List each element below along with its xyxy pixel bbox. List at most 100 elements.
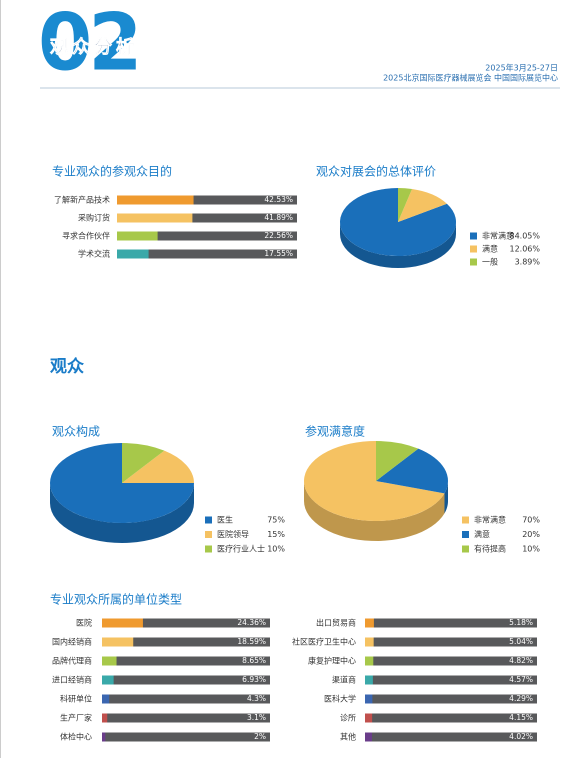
legend-label: 医疗行业人士 [217,544,265,554]
legend-value: 10% [267,545,285,554]
pie-slice [376,441,419,481]
bar-value-label: 18.59% [237,637,266,646]
bar [102,713,108,723]
header-title: 观众分析 [50,36,138,58]
bar [365,732,372,742]
bar-track [365,694,537,704]
legend-label: 一般 [482,257,498,267]
pie-side [444,481,448,514]
legend-value: 3.89% [515,258,541,267]
bar [102,656,117,666]
bar-value-label: 3.1% [247,713,266,722]
bar-track [102,675,270,685]
bar-value-label: 4.3% [247,694,266,703]
bar-track [117,249,297,259]
legend-swatch [470,232,477,240]
bar-label: 国内经销商 [52,637,92,647]
bar-label: 科研单位 [60,694,92,704]
bar-track [102,732,270,742]
header-date: 2025年3月25-27日 [485,63,558,73]
pie-slice [122,450,194,483]
bar-label: 康复护理中心 [308,656,356,666]
bar-value-label: 24.36% [237,618,266,627]
chart-title: 观众构成 [52,424,100,439]
pie-side [50,483,194,543]
chart-title: 专业观众的参观众目的 [52,164,172,179]
legend-value: 75% [267,516,285,525]
bar-label: 诊所 [340,713,356,723]
bar [102,637,134,647]
bar-label: 进口经销商 [52,675,92,685]
bar [102,675,114,685]
bar-track [365,732,537,742]
legend-label: 非常满意 [474,515,506,525]
bar-value-label: 17.55% [264,249,293,258]
legend-swatch [205,531,212,538]
legend-value: 84.05% [509,232,540,241]
header-venue: 2025北京国际医疗器械展览会 中国国际展览中心 [383,73,558,83]
bar [102,694,110,704]
bar-label: 医院 [76,618,92,628]
legend-value: 10% [522,545,540,554]
pie-slice [303,441,445,521]
bar-label: 品牌代理商 [52,656,92,666]
header-number: 02 [38,0,139,88]
bar-value-label: 4.57% [509,675,533,684]
bar-label: 了解新产品技术 [54,195,110,205]
chart-title: 专业观众所属的单位类型 [50,592,182,607]
bar-value-label: 22.56% [264,231,293,240]
bar-value-label: 4.82% [509,656,533,665]
bar-label: 社区医疗卫生中心 [292,637,356,647]
bar [102,732,106,742]
bar-label: 体检中心 [60,732,92,742]
bar-track [117,213,297,223]
bar [365,618,374,628]
legend-label: 非常满意 [482,231,514,241]
legend-swatch [462,545,469,553]
bar-label: 生产厂家 [60,713,92,723]
legend-swatch [205,545,212,553]
legend-label: 医生 [217,515,233,525]
legend-label: 满意 [482,244,498,254]
bar [365,656,374,666]
pie-side [304,481,445,541]
legend-swatch [462,516,469,524]
bar-track [365,656,537,666]
bar-value-label: 5.04% [509,637,533,646]
bar-track [102,656,270,666]
pie-slice [398,189,447,222]
bar [102,618,143,628]
bar-value-label: 4.29% [509,694,533,703]
bar-track [102,713,270,723]
bar-track [102,694,270,704]
bar [365,637,374,647]
bar [117,195,194,205]
bar-value-label: 6.93% [242,675,266,684]
bar [365,713,373,723]
bar-label: 其他 [340,732,356,742]
bar-track [365,675,537,685]
chart-title: 观众对展会的总体评价 [316,164,436,179]
pie-slice [122,443,165,483]
bar [117,231,158,241]
legend-value: 70% [522,516,540,525]
bar-label: 渠道商 [332,675,356,685]
legend-swatch [205,516,212,524]
bar [117,249,149,259]
bar-value-label: 42.53% [264,195,293,204]
legend-swatch [470,245,477,253]
bar-label: 出口贸易商 [316,618,356,628]
legend-label: 医院领导 [217,529,249,539]
chart-title: 参观满意度 [305,424,365,439]
pie-slice [376,448,449,494]
bar-track [117,195,297,205]
bar [117,213,193,223]
bar-value-label: 2% [254,732,266,741]
bar-track [365,637,537,647]
section-title: 观众 [49,356,85,377]
bar-value-label: 41.89% [264,213,293,222]
bar-label: 寻求合作伙伴 [62,231,110,241]
